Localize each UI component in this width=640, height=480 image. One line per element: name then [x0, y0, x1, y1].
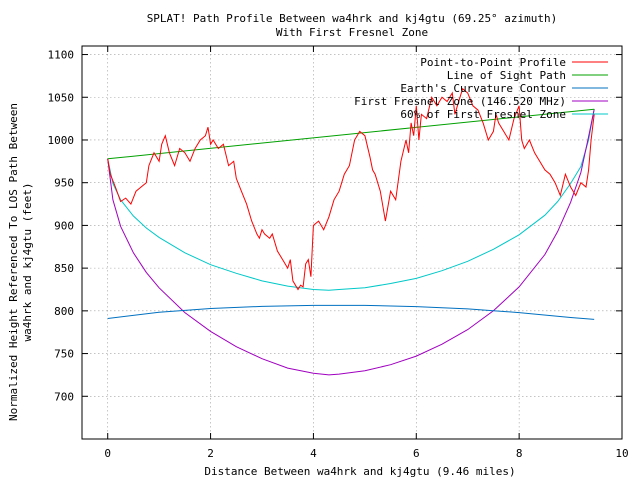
legend-label: Earth's Curvature Contour [400, 82, 566, 95]
y-tick-label: 850 [54, 262, 74, 275]
legend-label: Point-to-Point Profile [420, 56, 566, 69]
y-tick-label: 800 [54, 305, 74, 318]
y-tick-label: 1100 [48, 49, 75, 62]
legend-label: Line of Sight Path [447, 69, 566, 82]
y-tick-label: 1000 [48, 134, 75, 147]
x-tick-label: 10 [615, 447, 628, 460]
x-tick-label: 4 [310, 447, 317, 460]
y-tick-label: 950 [54, 177, 74, 190]
legend-label: 60% of First Fresnel Zone [400, 108, 566, 121]
y-tick-label: 900 [54, 219, 74, 232]
y-tick-label: 750 [54, 348, 74, 361]
series-line [107, 108, 595, 160]
x-tick-label: 2 [207, 447, 214, 460]
series-line [107, 304, 595, 320]
chart-title: SPLAT! Path Profile Between wa4hrk and k… [147, 12, 558, 25]
y-axis-label-line-2: wa4hrk and kj4gtu (feet) [21, 183, 34, 342]
y-tick-label: 700 [54, 390, 74, 403]
x-tick-label: 0 [104, 447, 111, 460]
y-tick-label: 1050 [48, 91, 75, 104]
series-line [107, 109, 595, 376]
plot-frame [81, 45, 623, 440]
y-axis-label-line-1: Normalized Height Referenced To LOS Path… [7, 103, 20, 421]
series-line [107, 109, 595, 291]
x-axis-label: Distance Between wa4hrk and kj4gtu (9.46… [204, 465, 515, 478]
series-line [107, 87, 595, 291]
x-tick-label: 8 [516, 447, 523, 460]
axes-layer: 700 750 800 850 900 950 1000 1050 1100 0 2 4 6 8 10 [48, 45, 629, 460]
legend-label: First Fresnel Zone (146.520 MHz) [354, 95, 566, 108]
chart-subtitle: With First Fresnel Zone [276, 26, 428, 39]
x-tick-label: 6 [413, 447, 420, 460]
series-layer [107, 87, 595, 376]
